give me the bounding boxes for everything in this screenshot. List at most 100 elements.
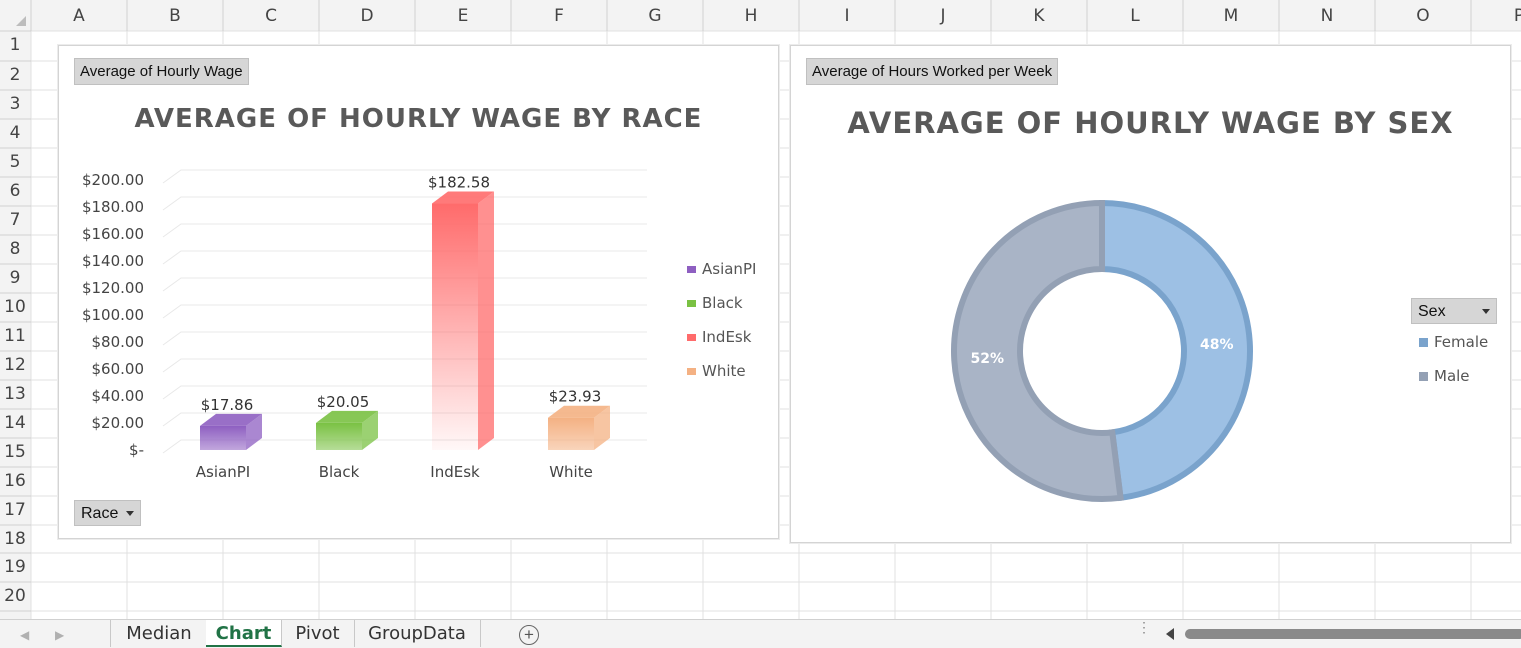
gridline — [162, 331, 647, 346]
legend-item-white[interactable]: White — [687, 362, 746, 380]
y-tick-label: $100.00 — [82, 306, 144, 324]
tab-median[interactable]: Median — [110, 620, 208, 647]
sex-chart-title: AVERAGE OF HOURLY WAGE BY SEX — [847, 106, 1454, 140]
legend-item-black[interactable]: Black — [687, 294, 743, 312]
column-header-o[interactable]: O — [1416, 6, 1430, 26]
column-header-j[interactable]: J — [940, 6, 946, 26]
row-header-20[interactable]: 20 — [4, 586, 26, 606]
bar-plot-area: $- $20.00 $40.00 $60.00 $80.00 $100.00 $120.00… — [82, 169, 647, 481]
x-tick-label: IndEsk — [430, 463, 480, 481]
x-tick-label: White — [549, 463, 593, 481]
legend-label: Black — [702, 294, 743, 312]
sex-filter-button[interactable]: Sex — [1411, 298, 1497, 324]
scroll-left-arrow-icon[interactable] — [1166, 628, 1174, 640]
column-header-i[interactable]: I — [844, 6, 850, 26]
data-label: 52% — [970, 351, 1004, 367]
column-header-bar — [0, 0, 1521, 31]
row-header-14[interactable]: 14 — [4, 413, 26, 433]
horizontal-scrollbar-thumb[interactable] — [1185, 629, 1521, 639]
donut-slice-male — [951, 199, 1124, 502]
race-filter-button[interactable]: Race — [74, 500, 141, 526]
gridline — [162, 439, 647, 454]
row-header-3[interactable]: 3 — [9, 94, 21, 114]
row-header-13[interactable]: 13 — [4, 384, 26, 404]
row-header-6[interactable]: 6 — [9, 181, 21, 201]
row-header-18[interactable]: 18 — [4, 529, 26, 549]
bar-top — [200, 413, 262, 426]
column-header-h[interactable]: H — [744, 6, 758, 26]
y-tick-label: $140.00 — [82, 252, 144, 270]
column-header-e[interactable]: E — [457, 6, 469, 26]
legend-swatch — [687, 334, 696, 341]
sex-donut-chart[interactable]: Average of Hours Worked per Week AVERAGE… — [790, 45, 1511, 543]
legend-swatch — [687, 266, 696, 273]
scroll-tabs-left-icon[interactable]: ◀ — [20, 628, 30, 642]
row-header-19[interactable]: 19 — [4, 557, 26, 577]
row-header-8[interactable]: 8 — [9, 239, 21, 259]
race-filter-label: Race — [81, 505, 119, 522]
legend-label: Female — [1434, 333, 1489, 351]
row-header-5[interactable]: 5 — [9, 152, 21, 172]
y-tick-label: $40.00 — [92, 387, 145, 405]
legend-swatch — [687, 300, 696, 307]
legend-item-female[interactable]: Female — [1419, 333, 1488, 351]
hours-worked-field-button[interactable]: Average of Hours Worked per Week — [806, 58, 1059, 85]
column-header-c[interactable]: C — [265, 6, 277, 26]
row-header-16[interactable]: 16 — [4, 471, 26, 491]
gridline — [162, 196, 647, 211]
row-header-12[interactable]: 12 — [4, 355, 26, 375]
legend-item-male[interactable]: Male — [1419, 367, 1470, 385]
y-tick-label: $- — [129, 441, 144, 459]
row-header-9[interactable]: 9 — [9, 268, 21, 288]
legend-label: Male — [1434, 367, 1470, 385]
bar-side — [362, 410, 378, 450]
gridline — [162, 250, 647, 265]
row-header-4[interactable]: 4 — [9, 123, 21, 143]
legend-swatch — [687, 368, 696, 375]
bar-side — [594, 405, 610, 450]
sex-filter-label: Sex — [1418, 303, 1446, 320]
column-header-d[interactable]: D — [360, 6, 374, 26]
bar-top — [316, 410, 378, 423]
bar-side — [246, 413, 262, 450]
x-tick-label: AsianPI — [196, 463, 250, 481]
race-bar-chart[interactable]: Average of Hourly Wage AVERAGE OF HOURLY… — [58, 45, 779, 539]
splitter-dots-icon[interactable]: ⋮ — [1137, 619, 1151, 635]
column-header-n[interactable]: N — [1320, 6, 1334, 26]
row-header-1[interactable]: 1 — [9, 35, 21, 55]
tab-groupdata[interactable]: GroupData — [354, 620, 481, 647]
data-label: $182.58 — [428, 174, 490, 192]
column-header-f[interactable]: F — [554, 6, 564, 26]
row-header-10[interactable]: 10 — [4, 297, 26, 317]
row-header-17[interactable]: 17 — [4, 500, 26, 520]
donut-slice-female — [1099, 199, 1253, 502]
tab-pivot[interactable]: Pivot — [281, 620, 355, 647]
add-sheet-icon[interactable]: + — [519, 625, 539, 645]
column-header-l[interactable]: L — [1130, 6, 1140, 26]
row-header-2[interactable]: 2 — [9, 65, 21, 85]
y-tick-label: $180.00 — [82, 198, 144, 216]
data-label: $17.86 — [201, 396, 254, 414]
bar-asianpi — [200, 425, 246, 450]
column-header-p[interactable]: P — [1513, 6, 1521, 26]
chevron-down-icon — [126, 511, 134, 516]
legend-swatch — [1419, 338, 1428, 347]
bar-top — [432, 191, 494, 204]
race-chart-title: AVERAGE OF HOURLY WAGE BY RACE — [134, 104, 703, 134]
column-header-a[interactable]: A — [73, 6, 85, 26]
hourly-wage-field-button[interactable]: Average of Hourly Wage — [74, 58, 249, 85]
row-header-11[interactable]: 11 — [4, 326, 26, 346]
column-header-b[interactable]: B — [169, 6, 181, 26]
legend-label: White — [702, 362, 746, 380]
tab-chart[interactable]: Chart — [206, 620, 282, 647]
column-header-g[interactable]: G — [648, 6, 662, 26]
legend-item-asianpi[interactable]: AsianPI — [687, 260, 756, 278]
x-tick-label: Black — [319, 463, 360, 481]
scroll-tabs-right-icon[interactable]: ▶ — [55, 628, 65, 642]
column-header-m[interactable]: M — [1223, 6, 1239, 26]
column-header-k[interactable]: K — [1033, 6, 1045, 26]
row-header-15[interactable]: 15 — [4, 442, 26, 462]
legend-item-indesk[interactable]: IndEsk — [687, 328, 751, 346]
y-tick-label: $60.00 — [92, 360, 145, 378]
row-header-7[interactable]: 7 — [9, 210, 21, 230]
